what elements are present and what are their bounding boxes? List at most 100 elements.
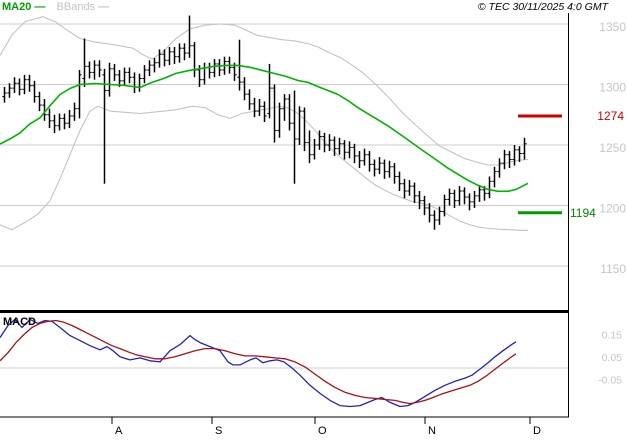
price-tick-label: 1300 <box>599 81 626 95</box>
ohlc-bar <box>322 132 327 153</box>
ma20-legend-label: MA20 <box>2 1 32 13</box>
ohlc-bar <box>502 149 507 170</box>
ohlc-bar <box>437 206 442 225</box>
ohlc-bar <box>117 69 122 87</box>
ohlc-bar <box>217 59 222 77</box>
ohlc-bar <box>302 107 307 152</box>
ohlc-bar <box>137 73 142 92</box>
ohlc-bar <box>477 184 482 202</box>
ohlc-bar <box>442 194 447 217</box>
ohlc-bar <box>27 74 32 92</box>
ohlc-bar <box>417 190 422 210</box>
ohlc-bar <box>262 101 267 123</box>
ma20-line <box>0 64 529 193</box>
ohlc-bar <box>452 189 457 208</box>
ohlc-bar <box>102 68 107 184</box>
ohlc-bar <box>307 130 312 164</box>
macd-line <box>0 318 517 408</box>
ohlc-bar <box>352 143 357 164</box>
ohlc-bar <box>447 188 452 206</box>
ohlc-bar <box>382 159 387 179</box>
macd-panel-title: MACD <box>3 316 36 328</box>
ohlc-bar <box>122 67 127 86</box>
ohlc-bar <box>57 113 62 131</box>
ohlc-bar <box>432 210 437 230</box>
ohlc-bar <box>412 182 417 204</box>
ohlc-bar <box>152 57 157 73</box>
ohlc-bar <box>457 186 462 206</box>
ohlc-bar <box>52 114 57 133</box>
macd-signal-line <box>0 319 517 405</box>
ohlc-bar <box>177 43 182 63</box>
ohlc-bar <box>297 106 302 145</box>
price-tick-label: 1200 <box>599 202 626 216</box>
ohlc-bar <box>92 60 97 80</box>
bollinger-upper-line <box>0 16 529 166</box>
copyright-text: © TEC 30/11/2025 4:0 GMT <box>477 1 608 13</box>
ohlc-bar <box>77 69 82 119</box>
ohlc-bar <box>367 151 372 172</box>
ohlc-bar <box>402 178 407 199</box>
ohlc-bar <box>62 113 67 130</box>
ohlc-bar <box>147 60 152 77</box>
ohlc-bar <box>192 42 197 78</box>
ohlc-bar <box>407 180 412 196</box>
ohlc-bar <box>397 171 402 191</box>
ohlc-bar <box>2 86 7 103</box>
ohlc-bar <box>162 49 167 67</box>
macd-tick-label: 0.05 <box>602 352 623 364</box>
ohlc-bar <box>212 59 217 78</box>
month-label: N <box>428 425 436 437</box>
ohlc-bar <box>142 65 147 84</box>
ohlc-bar <box>172 46 177 64</box>
resistance-price-label: 1274 <box>597 109 624 123</box>
ohlc-bar <box>357 151 362 168</box>
ohlc-bar <box>272 84 277 143</box>
bbands-legend-dash: — <box>98 1 109 13</box>
ohlc-bar <box>12 77 17 93</box>
ohlc-bar <box>207 62 212 79</box>
ohlc-bar <box>82 38 87 87</box>
bbands-legend-label: BBands <box>56 1 96 13</box>
panel-separator <box>0 310 569 313</box>
ohlc-bar <box>467 193 472 211</box>
price-tick-label: 1250 <box>599 141 626 155</box>
ohlc-bar <box>487 176 492 199</box>
ohlc-bar <box>337 137 342 155</box>
ohlc-bars <box>2 15 527 230</box>
ohlc-bar <box>332 136 337 156</box>
macd-tick-label: -0.05 <box>598 374 622 386</box>
ohlc-bar <box>182 43 187 61</box>
month-label: D <box>533 425 541 437</box>
ohlc-bar <box>157 49 162 68</box>
ohlc-bar <box>327 134 332 152</box>
ohlc-bar <box>257 99 262 116</box>
ohlc-bar <box>112 63 117 81</box>
ohlc-bar <box>247 89 252 110</box>
ohlc-bar <box>517 146 522 162</box>
ohlc-bar <box>522 137 527 160</box>
ohlc-bar <box>287 94 292 131</box>
ohlc-bar <box>7 83 12 98</box>
ohlc-bar <box>17 78 22 96</box>
ohlc-bar <box>462 187 467 205</box>
ohlc-bar <box>32 80 37 103</box>
ohlc-bar <box>252 97 257 118</box>
ohlc-bar <box>387 160 392 178</box>
ohlc-bar <box>342 140 347 160</box>
ohlc-bar <box>282 94 287 121</box>
ohlc-bar <box>492 166 497 188</box>
ohlc-bar <box>202 62 207 85</box>
ohlc-bar <box>42 99 47 121</box>
ohlc-bar <box>97 60 102 78</box>
price-tick-label: 1350 <box>599 20 626 34</box>
support-price-label: 1194 <box>570 206 596 220</box>
ohlc-bar <box>422 195 427 216</box>
ohlc-bar <box>72 102 77 121</box>
price-tick-label: 1150 <box>600 262 626 276</box>
ohlc-bar <box>277 102 282 138</box>
ohlc-bar <box>67 109 72 129</box>
ohlc-bar <box>512 145 517 166</box>
macd-tick-label: 0.15 <box>602 329 623 341</box>
ohlc-bar <box>22 74 27 95</box>
